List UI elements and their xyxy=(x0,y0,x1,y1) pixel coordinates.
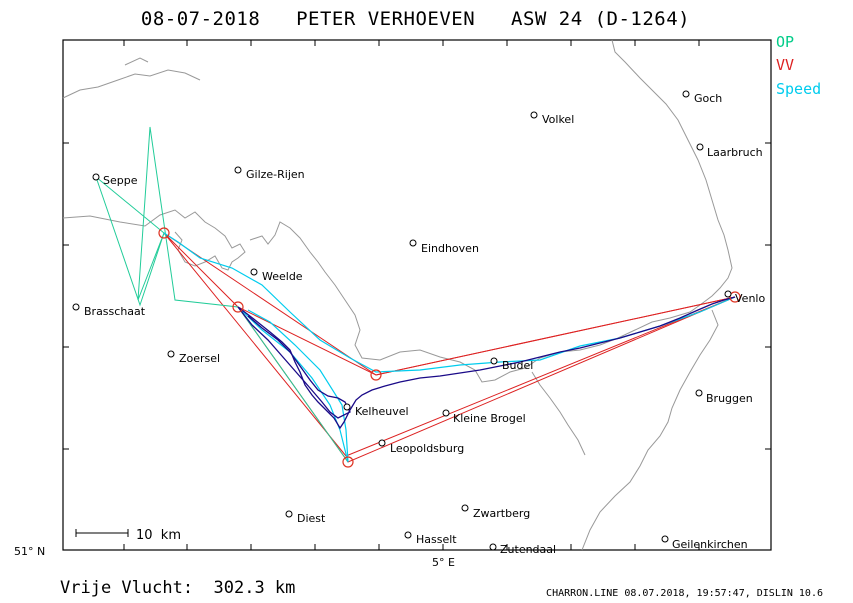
longitude-label: 5° E xyxy=(432,556,455,569)
place-markers xyxy=(72,90,732,551)
place-label-goch: Goch xyxy=(694,92,722,105)
place-label-kelheuvel: Kelheuvel xyxy=(355,405,409,418)
place-label-gilze-rijen: Gilze-Rijen xyxy=(246,168,305,181)
place-label-weelde: Weelde xyxy=(262,270,303,283)
place-label-diest: Diest xyxy=(297,512,326,525)
place-label-bruggen: Bruggen xyxy=(706,392,753,405)
place-label-kleine-brogel: Kleine Brogel xyxy=(453,412,526,425)
track-op-2 xyxy=(95,176,165,307)
legend-item-op: OP xyxy=(776,33,795,51)
place-label-volkel: Volkel xyxy=(542,113,574,126)
axis-ticks xyxy=(63,40,771,550)
map-frame xyxy=(62,39,772,551)
scale-bar xyxy=(75,529,129,537)
place-label-zoersel: Zoersel xyxy=(179,352,220,365)
scale-bar-label: 10 km xyxy=(136,528,181,543)
place-label-hasselt: Hasselt xyxy=(416,533,457,546)
flight-distance: Vrije Vlucht: 302.3 km xyxy=(60,578,296,598)
place-label-seppe: Seppe xyxy=(103,174,138,187)
generator-stamp: CHARRON.LINE 08.07.2018, 19:57:47, DISLI… xyxy=(546,588,823,599)
place-label-zwartberg: Zwartberg xyxy=(473,507,530,520)
place-label-leopoldsburg: Leopoldsburg xyxy=(390,442,464,455)
place-label-zutendaal: Zutendaal xyxy=(500,543,556,556)
place-label-brasschaat: Brasschaat xyxy=(84,305,146,318)
task-polygon-vv-inner xyxy=(163,232,736,457)
place-label-eindhoven: Eindhoven xyxy=(421,242,479,255)
legend-item-vv: VV xyxy=(776,56,795,74)
track-flight xyxy=(237,296,736,430)
place-label-budel: Budel xyxy=(502,359,533,372)
map-title: 08-07-2018 PETER VERHOEVEN ASW 24 (D-126… xyxy=(140,8,691,30)
latitude-label: 51° N xyxy=(14,545,45,558)
place-label-geilenkirchen: Geilenkirchen xyxy=(672,538,748,551)
turnpoints xyxy=(158,227,741,468)
border-lines xyxy=(62,39,733,551)
task-polygon-vv xyxy=(163,232,736,463)
place-label-venlo: Venlo xyxy=(735,292,765,305)
place-label-laarbruch: Laarbruch xyxy=(707,146,763,159)
legend-item-speed: Speed xyxy=(776,80,822,98)
